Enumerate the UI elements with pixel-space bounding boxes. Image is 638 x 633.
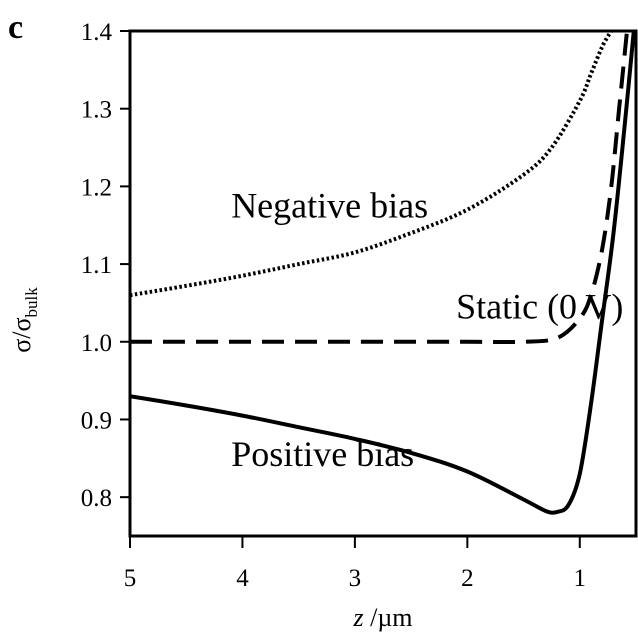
x-tick-label: 3 bbox=[349, 565, 362, 592]
y-tick-label: 1.0 bbox=[81, 330, 112, 357]
curve-label: Positive bias bbox=[231, 434, 414, 474]
x-axis: 5 4 3 2 1 bbox=[124, 536, 586, 592]
annotations: Negative bias Static (0 V) Positive bias bbox=[231, 185, 623, 474]
x-axis-title-unit: /µm bbox=[364, 603, 413, 632]
y-axis-title-main: σ/σ bbox=[7, 317, 36, 352]
curve-label: Static (0 V) bbox=[456, 286, 623, 326]
x-tick-label: 5 bbox=[124, 565, 137, 592]
y-tick-label: 0.8 bbox=[81, 485, 112, 512]
y-tick-label: 1.1 bbox=[81, 252, 112, 279]
series-line-negative-bias bbox=[130, 31, 614, 298]
y-tick-label: 1.2 bbox=[81, 174, 112, 201]
y-axis-title: σ/σbulk bbox=[7, 287, 41, 353]
y-tick-label: 1.3 bbox=[81, 97, 112, 124]
x-tick-label: 1 bbox=[574, 565, 587, 592]
y-tick-label: 0.9 bbox=[81, 407, 112, 434]
y-axis: 0.8 0.9 1.0 1.1 1.2 1.3 1.4 bbox=[81, 19, 130, 512]
panel-label: c bbox=[8, 9, 23, 46]
y-tick-label: 1.4 bbox=[81, 19, 113, 46]
plot-frame bbox=[128, 29, 638, 538]
x-axis-title: z /µm bbox=[352, 603, 412, 632]
x-axis-title-var: z bbox=[352, 603, 363, 632]
y-axis-title-subscript: bulk bbox=[22, 287, 41, 318]
series-line-positive-bias bbox=[130, 31, 636, 515]
plot-area bbox=[130, 31, 636, 515]
curve-label: Negative bias bbox=[231, 185, 428, 225]
series-line-static-0-v bbox=[130, 31, 629, 345]
x-tick-label: 4 bbox=[236, 565, 249, 592]
x-tick-label: 2 bbox=[461, 565, 474, 592]
